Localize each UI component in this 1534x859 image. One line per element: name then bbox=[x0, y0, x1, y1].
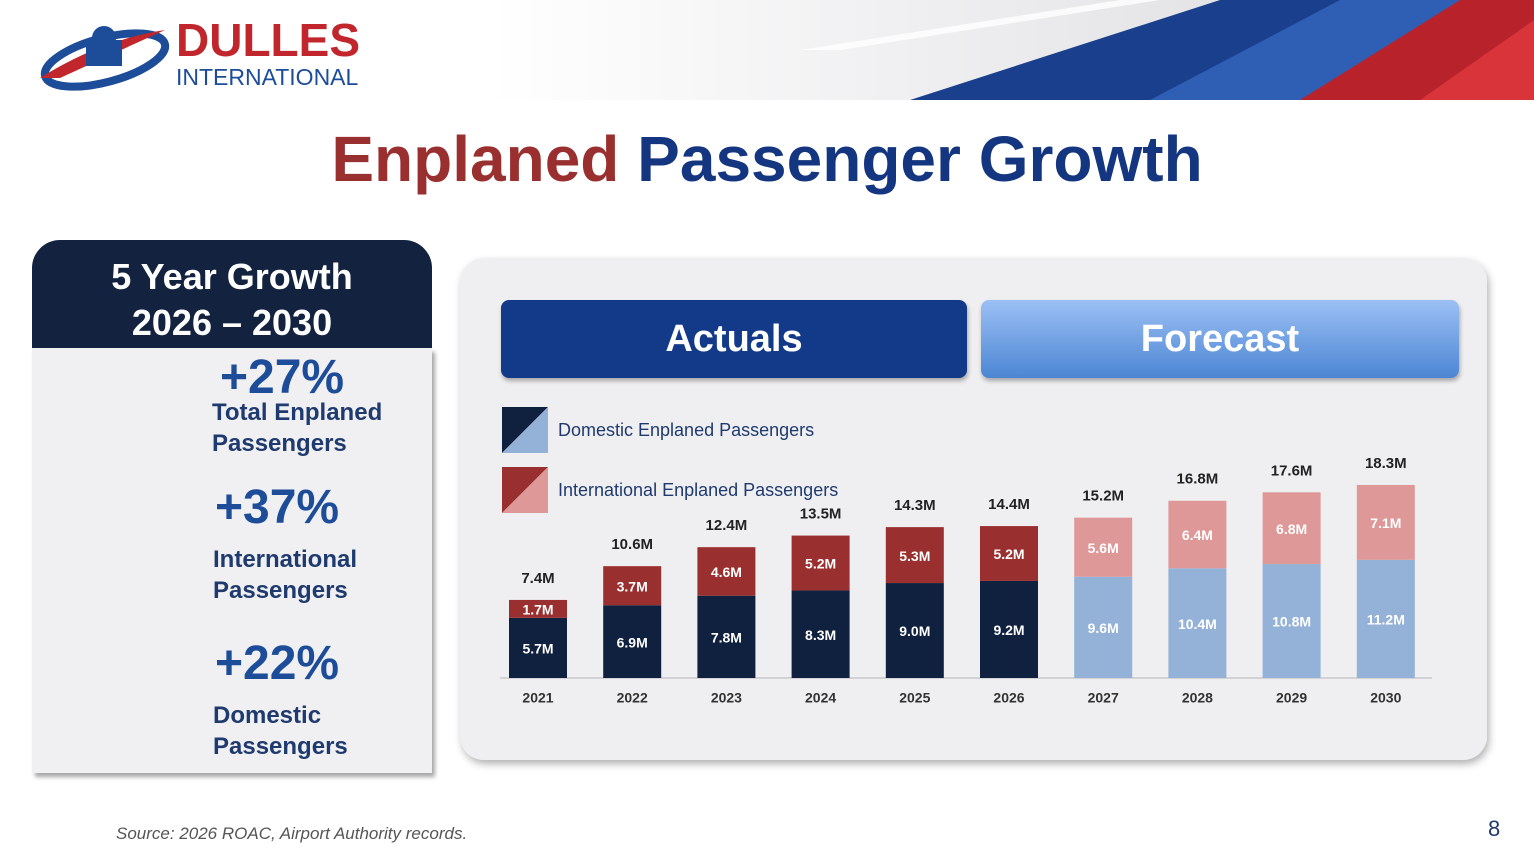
bar-segment bbox=[697, 547, 756, 596]
value-label: 8.3M bbox=[805, 627, 836, 643]
logo-subtext: INTERNATIONAL bbox=[176, 64, 359, 90]
title-part: Enplaned bbox=[331, 123, 620, 195]
value-label: 5.6M bbox=[1088, 540, 1119, 556]
value-label: 7.1M bbox=[1370, 515, 1401, 531]
value-label: 6.8M bbox=[1276, 521, 1307, 537]
value-label: 9.6M bbox=[1088, 620, 1119, 636]
bar-segment bbox=[1168, 500, 1227, 569]
legend-label: International Enplaned Passengers bbox=[558, 480, 838, 500]
x-tick-label: 2024 bbox=[805, 690, 836, 706]
bar-segment bbox=[697, 595, 756, 678]
stats-panel bbox=[32, 348, 432, 773]
bar-segment bbox=[791, 535, 850, 591]
panel-title: 5 Year Growth bbox=[111, 256, 353, 297]
total-label: 16.8M bbox=[1177, 471, 1219, 488]
bar-segment bbox=[1262, 564, 1321, 678]
stat-label: International Passengers bbox=[213, 546, 358, 604]
stat-value: +22% bbox=[215, 637, 340, 690]
panel-header: 5 Year Growth 2026 – 2030 bbox=[32, 240, 432, 348]
logo-text: DULLES bbox=[176, 14, 360, 66]
x-tick-label: 2030 bbox=[1370, 690, 1401, 706]
bar-segment bbox=[885, 527, 944, 584]
legend-swatch bbox=[502, 407, 548, 453]
total-label: 10.6M bbox=[611, 536, 653, 553]
value-label: 6.9M bbox=[617, 634, 648, 650]
bar-segment bbox=[1262, 492, 1321, 565]
source-note: Source: 2026 ROAC, Airport Authority rec… bbox=[116, 824, 468, 843]
period-header: Forecast bbox=[981, 300, 1459, 378]
page-title: Enplaned Passenger Growth bbox=[0, 122, 1534, 196]
total-label: 14.3M bbox=[894, 497, 936, 514]
bar-segment bbox=[509, 599, 567, 618]
bar-segment bbox=[1356, 559, 1415, 678]
value-label: 9.0M bbox=[899, 623, 930, 639]
title-part: Passenger Growth bbox=[637, 123, 1203, 195]
bar-segment bbox=[603, 566, 662, 606]
legend-swatch bbox=[502, 467, 548, 513]
bar-segment bbox=[1356, 484, 1415, 560]
bar-segment bbox=[603, 605, 662, 678]
logo-dome bbox=[92, 26, 116, 50]
stat-value: +27% bbox=[220, 351, 345, 404]
total-label: 17.6M bbox=[1271, 462, 1313, 479]
x-tick-label: 2028 bbox=[1182, 690, 1213, 706]
x-tick-label: 2027 bbox=[1088, 690, 1119, 706]
total-label: 14.4M bbox=[988, 496, 1030, 513]
bar-segment bbox=[1168, 568, 1227, 678]
value-label: 3.7M bbox=[617, 578, 648, 594]
value-label: 4.6M bbox=[711, 564, 742, 580]
total-label: 13.5M bbox=[800, 506, 842, 523]
value-label: 9.2M bbox=[993, 622, 1024, 638]
x-tick-label: 2025 bbox=[899, 690, 930, 706]
stat-label: Total Enplaned Passengers bbox=[212, 399, 383, 457]
stat-label: Domestic Passengers bbox=[213, 702, 348, 760]
x-tick-label: 2029 bbox=[1276, 690, 1307, 706]
x-tick-label: 2021 bbox=[522, 690, 553, 706]
period-header: Actuals bbox=[501, 300, 967, 378]
panel-title: 2026 – 2030 bbox=[131, 302, 333, 343]
bar-segment bbox=[509, 617, 567, 678]
value-label: 10.8M bbox=[1272, 614, 1311, 630]
total-label: 15.2M bbox=[1082, 488, 1124, 505]
stat-value: +37% bbox=[215, 481, 340, 534]
bar-segment bbox=[1074, 517, 1133, 577]
total-label: 12.4M bbox=[706, 517, 748, 534]
x-tick-label: 2023 bbox=[711, 690, 742, 706]
value-label: 6.4M bbox=[1182, 527, 1213, 543]
legend-label: Domestic Enplaned Passengers bbox=[558, 420, 814, 440]
page-number: 8 bbox=[1488, 816, 1501, 841]
value-label: 5.3M bbox=[899, 548, 930, 564]
total-label: 18.3M bbox=[1365, 455, 1407, 472]
value-label: 5.2M bbox=[993, 546, 1024, 562]
x-tick-label: 2026 bbox=[993, 690, 1024, 706]
value-label: 10.4M bbox=[1178, 616, 1217, 632]
bar-segment bbox=[1074, 576, 1133, 678]
value-label: 5.7M bbox=[522, 641, 553, 657]
bar-segment bbox=[885, 583, 944, 678]
stripe bbox=[800, 0, 1160, 50]
bar-segment bbox=[791, 590, 850, 678]
bar-segment bbox=[980, 580, 1038, 678]
value-label: 7.8M bbox=[711, 630, 742, 646]
x-tick-label: 2022 bbox=[617, 690, 648, 706]
value-label: 1.7M bbox=[522, 602, 553, 618]
stripe bbox=[1420, 20, 1534, 100]
bar-segment bbox=[980, 526, 1038, 581]
value-label: 11.2M bbox=[1367, 612, 1405, 628]
total-label: 7.4M bbox=[521, 570, 554, 587]
value-label: 5.2M bbox=[805, 556, 836, 572]
